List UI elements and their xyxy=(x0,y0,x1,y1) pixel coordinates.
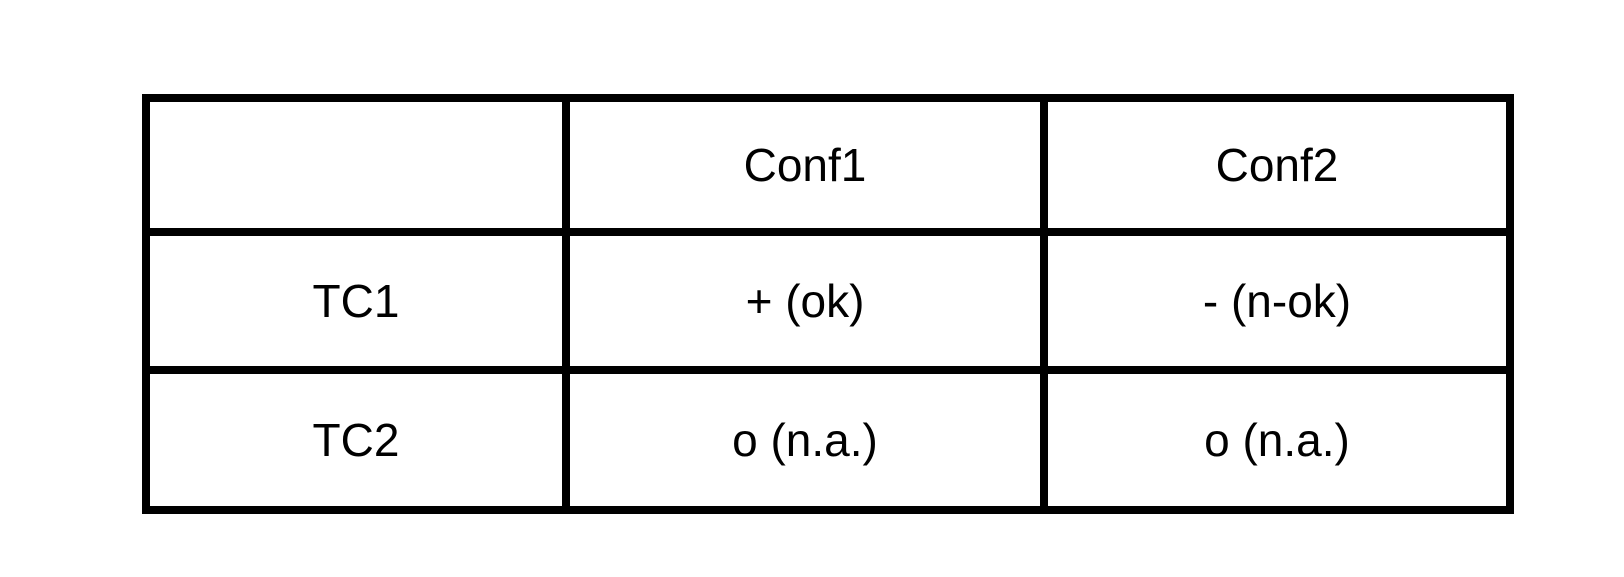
row-header-tc1: TC1 xyxy=(146,232,566,370)
cell-tc1-conf1: + (ok) xyxy=(566,232,1044,370)
row-header-tc2: TC2 xyxy=(146,370,566,510)
header-cell-empty xyxy=(146,98,566,232)
table-row: TC2 o (n.a.) o (n.a.) xyxy=(146,370,1510,510)
table-container: Conf1 Conf2 TC1 + (ok) - (n-ok) TC2 o (n… xyxy=(0,0,1624,577)
cell-tc1-conf2: - (n-ok) xyxy=(1044,232,1510,370)
header-cell-conf2: Conf2 xyxy=(1044,98,1510,232)
header-cell-conf1: Conf1 xyxy=(566,98,1044,232)
table-header-row: Conf1 Conf2 xyxy=(146,98,1510,232)
cell-tc2-conf1: o (n.a.) xyxy=(566,370,1044,510)
cell-tc2-conf2: o (n.a.) xyxy=(1044,370,1510,510)
table-row: TC1 + (ok) - (n-ok) xyxy=(146,232,1510,370)
results-table: Conf1 Conf2 TC1 + (ok) - (n-ok) TC2 o (n… xyxy=(142,94,1514,514)
